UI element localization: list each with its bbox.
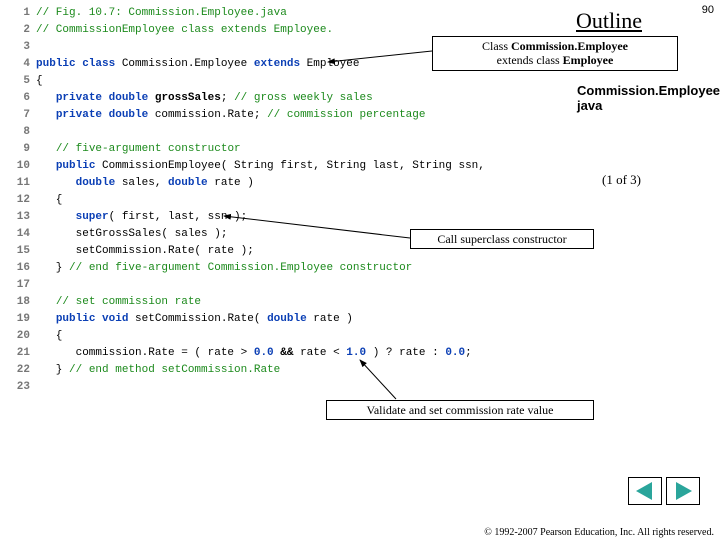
- code-listing: 1// Fig. 10.7: Commission.Employee.java2…: [8, 5, 485, 396]
- callout-super: Call superclass constructor: [410, 229, 594, 249]
- copyright: © 1992-2007 Pearson Education, Inc. All …: [484, 527, 714, 538]
- callout-validate: Validate and set commission rate value: [326, 400, 594, 420]
- nav-buttons: [628, 477, 700, 510]
- outline-title: Outline: [576, 8, 642, 34]
- callout-extends: Class Commission.Employee extends class …: [432, 36, 678, 71]
- slide-number: 90: [702, 4, 714, 16]
- file-label: Commission.Employee.java: [577, 83, 720, 113]
- nav-prev-icon[interactable]: [628, 477, 662, 505]
- nav-next-icon[interactable]: [666, 477, 700, 505]
- part-label: (1 of 3): [602, 172, 641, 188]
